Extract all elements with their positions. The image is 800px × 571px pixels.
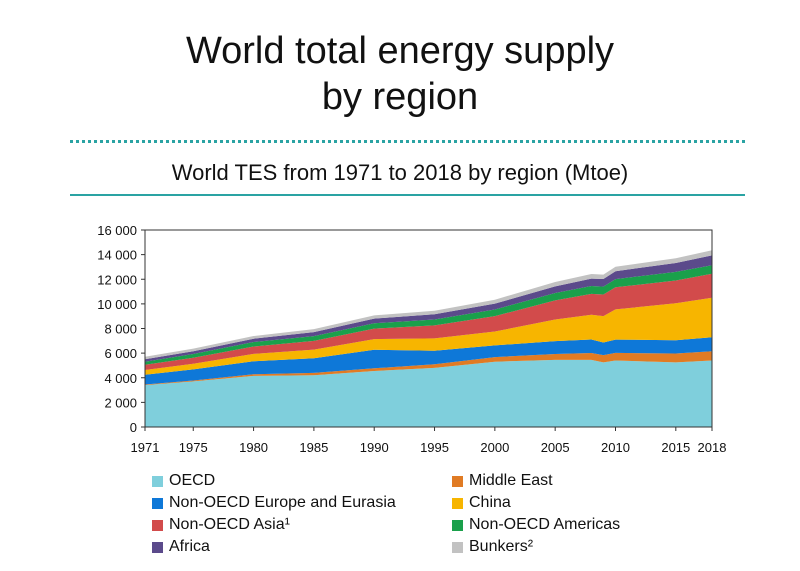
y-tick-label: 10 000	[97, 297, 137, 312]
area-series-middle-east	[145, 351, 712, 386]
area-series-oecd	[145, 359, 712, 427]
y-tick-label: 2 000	[104, 395, 137, 410]
legend-item-non-oecd-europe: Non-OECD Europe and Eurasia	[152, 494, 396, 512]
x-tick-label: 2010	[601, 440, 630, 455]
legend-swatch-non-oecd-europe	[152, 497, 163, 509]
page-title-line1: World total energy supply	[185, 30, 615, 72]
x-tick-label: 2015	[661, 440, 690, 455]
y-tick-label: 8 000	[104, 322, 137, 337]
page-title-line2: by region	[321, 76, 479, 118]
area-series-non-oecd-americas	[145, 265, 712, 365]
x-tick-label: 1985	[299, 440, 328, 455]
legend-item-bunkers: Bunkers²	[452, 538, 533, 556]
page-title: World total energy supply by region	[0, 28, 800, 120]
x-tick-label: 2000	[480, 440, 509, 455]
legend-label-bunkers: Bunkers²	[469, 538, 534, 555]
area-series-bunkers	[145, 250, 712, 360]
x-tick-label: 1971	[131, 440, 160, 455]
legend-label-non-oecd-europe: Non-OECD Europe and Eurasia	[169, 494, 396, 511]
y-tick-label: 4 000	[104, 371, 137, 386]
title-underline	[70, 194, 745, 196]
legend-item-non-oecd-asia: Non-OECD Asia¹	[152, 516, 290, 534]
legend-swatch-non-oecd-americas	[452, 519, 463, 531]
area-chart: 0 2 000 4 000 6 000 8 000 10 000 12 000 14 000 1…	[97, 223, 727, 455]
legend-item-oecd: OECD	[152, 472, 215, 490]
dotted-divider	[70, 140, 745, 143]
legend-label-non-oecd-americas: Non-OECD Americas	[469, 516, 621, 533]
legend-swatch-oecd	[152, 475, 163, 487]
area-series-non-oecd-asia	[145, 273, 712, 370]
y-tick-label: 14 000	[97, 248, 137, 263]
legend-swatch-non-oecd-asia	[152, 519, 163, 531]
legend-swatch-china	[452, 497, 463, 509]
x-tick-label: 2005	[541, 440, 570, 455]
chart-legend: OECD Non-OECD Europe and Eurasia Non-OEC…	[0, 470, 800, 565]
legend-swatch-africa	[152, 541, 163, 553]
legend-item-africa: Africa	[152, 538, 210, 556]
x-tick-label: 1975	[179, 440, 208, 455]
y-tick-label: 12 000	[97, 272, 137, 287]
legend-swatch-middle-east	[452, 475, 463, 487]
legend-item-non-oecd-americas: Non-OECD Americas	[452, 516, 620, 534]
x-tick-label: 1990	[360, 440, 389, 455]
legend-label-china: China	[469, 494, 511, 511]
legend-item-china: China	[452, 494, 511, 512]
legend-label-middle-east: Middle East	[469, 472, 553, 489]
y-tick-label: 0	[130, 420, 137, 435]
legend-label-oecd: OECD	[169, 472, 216, 489]
y-tick-label: 6 000	[104, 346, 137, 361]
x-tick-label: 1995	[420, 440, 449, 455]
area-series-africa	[145, 255, 712, 362]
area-series-non-oecd-europe-and-eurasia	[145, 337, 712, 385]
x-tick-label: 2018	[698, 440, 727, 455]
chart-title: World TES from 1971 to 2018 by region (M…	[171, 160, 629, 185]
legend-item-middle-east: Middle East	[452, 472, 553, 490]
legend-label-non-oecd-asia: Non-OECD Asia¹	[169, 516, 290, 533]
area-series-china	[145, 297, 712, 375]
legend-swatch-bunkers	[452, 541, 463, 553]
legend-label-africa: Africa	[169, 538, 210, 555]
x-tick-label: 1980	[239, 440, 268, 455]
y-tick-label: 16 000	[97, 223, 137, 238]
